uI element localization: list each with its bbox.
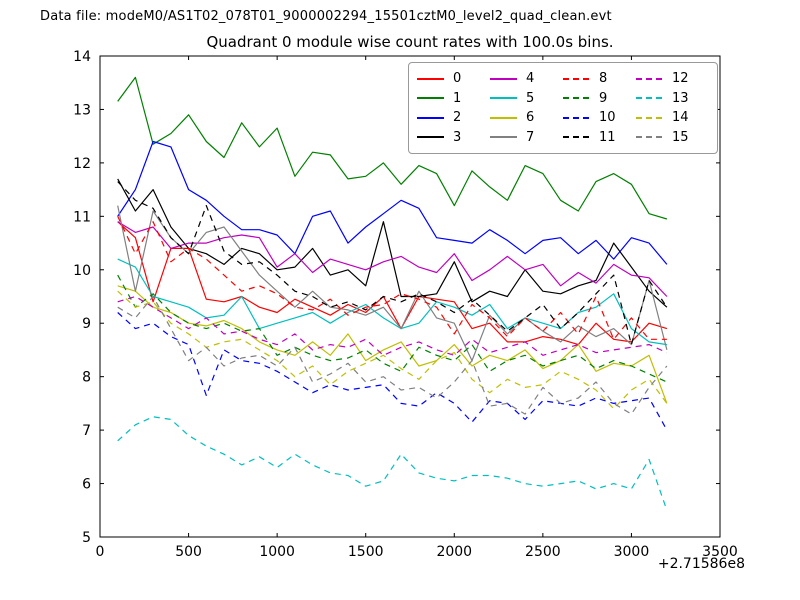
- legend-label: 4: [526, 71, 535, 87]
- series-line-11: [117, 181, 668, 346]
- legend-label: 3: [453, 129, 462, 145]
- series-line-13: [117, 416, 668, 511]
- y-tick-label: 9: [82, 316, 91, 332]
- legend-solid-line-sample: [490, 77, 517, 80]
- data-file-label: Data file: modeM0/AS1T02_078T01_90000022…: [40, 9, 612, 24]
- y-tick-label: 14: [73, 49, 91, 65]
- legend-item-7: 7: [490, 131, 563, 144]
- y-tick-label: 11: [73, 209, 91, 225]
- legend-solid-line-sample: [490, 97, 517, 100]
- legend-item-9: 9: [563, 92, 636, 105]
- y-tick-label: 13: [73, 102, 91, 118]
- series-line-10: [117, 312, 668, 431]
- y-tick-label: 5: [82, 530, 91, 546]
- series-line-9: [117, 274, 668, 383]
- legend-item-5: 5: [490, 92, 563, 105]
- series-line-6: [117, 285, 668, 404]
- y-tick-label: 7: [82, 423, 91, 439]
- axes-frame: [99, 55, 721, 538]
- legend-item-12: 12: [636, 72, 709, 85]
- x-tick-label: 2500: [525, 544, 561, 560]
- legend-solid-line-sample: [490, 116, 517, 119]
- x-tick-label: 3500: [702, 544, 738, 560]
- series-line-4: [117, 221, 668, 297]
- y-tick-label: 6: [82, 477, 91, 493]
- legend-label: 2: [453, 110, 462, 126]
- x-axis-offset-label: +2.71586e8: [657, 556, 745, 572]
- series-line-12: [117, 295, 668, 356]
- legend-label: 6: [526, 110, 535, 126]
- legend-label: 15: [672, 129, 689, 145]
- series-line-2: [117, 140, 668, 265]
- legend-dashed-line-sample: [636, 97, 663, 100]
- chart-title: Quadrant 0 module wise count rates with …: [206, 33, 614, 51]
- legend-label: 9: [599, 90, 608, 106]
- legend-solid-line-sample: [490, 136, 517, 139]
- legend-item-15: 15: [636, 131, 709, 144]
- y-tick-label: 10: [73, 263, 91, 279]
- legend-item-8: 8: [563, 72, 636, 85]
- x-tick-label: 0: [96, 544, 105, 560]
- legend-item-6: 6: [490, 111, 563, 124]
- legend-item-14: 14: [636, 111, 709, 124]
- legend-label: 14: [672, 110, 689, 126]
- series-line-0: [117, 221, 668, 346]
- series-line-1: [117, 76, 668, 220]
- legend-item-1: 1: [417, 92, 490, 105]
- legend-solid-line-sample: [417, 97, 444, 100]
- legend-label: 5: [526, 90, 535, 106]
- x-tick-label: 3000: [614, 544, 650, 560]
- y-tick-label: 8: [82, 370, 91, 386]
- legend-item-13: 13: [636, 92, 709, 105]
- legend-label: 1: [453, 90, 462, 106]
- legend-label: 0: [453, 71, 462, 87]
- x-tick-label: 1500: [348, 544, 384, 560]
- legend-dashed-line-sample: [636, 77, 663, 80]
- x-tick-label: 500: [175, 544, 202, 560]
- legend-dashed-line-sample: [636, 116, 663, 119]
- legend-label: 13: [672, 90, 689, 106]
- y-tick-label: 12: [73, 156, 91, 172]
- series-line-14: [117, 290, 668, 410]
- legend-label: 7: [526, 129, 535, 145]
- series-line-7: [117, 205, 668, 362]
- legend: 0 1 2 3 4 5 6 7 8 9 10 11 12 13 14 15: [408, 62, 718, 154]
- series-line-8: [117, 216, 667, 340]
- x-tick-label: 2000: [436, 544, 472, 560]
- legend-item-10: 10: [563, 111, 636, 124]
- legend-label: 8: [599, 71, 608, 87]
- series-line-5: [117, 258, 667, 346]
- series-line-15: [117, 295, 668, 415]
- legend-dashed-line-sample: [563, 136, 590, 139]
- legend-dashed-line-sample: [636, 136, 663, 139]
- legend-item-4: 4: [490, 72, 563, 85]
- x-tick-label: 1000: [259, 544, 295, 560]
- legend-solid-line-sample: [417, 116, 444, 119]
- legend-dashed-line-sample: [563, 97, 590, 100]
- legend-item-2: 2: [417, 111, 490, 124]
- legend-label: 12: [672, 71, 689, 87]
- legend-item-3: 3: [417, 131, 490, 144]
- legend-item-11: 11: [563, 131, 636, 144]
- legend-solid-line-sample: [417, 136, 444, 139]
- legend-label: 10: [599, 110, 616, 126]
- legend-item-0: 0: [417, 72, 490, 85]
- legend-dashed-line-sample: [563, 116, 590, 119]
- legend-label: 11: [599, 129, 616, 145]
- legend-dashed-line-sample: [563, 77, 590, 80]
- legend-solid-line-sample: [417, 77, 444, 80]
